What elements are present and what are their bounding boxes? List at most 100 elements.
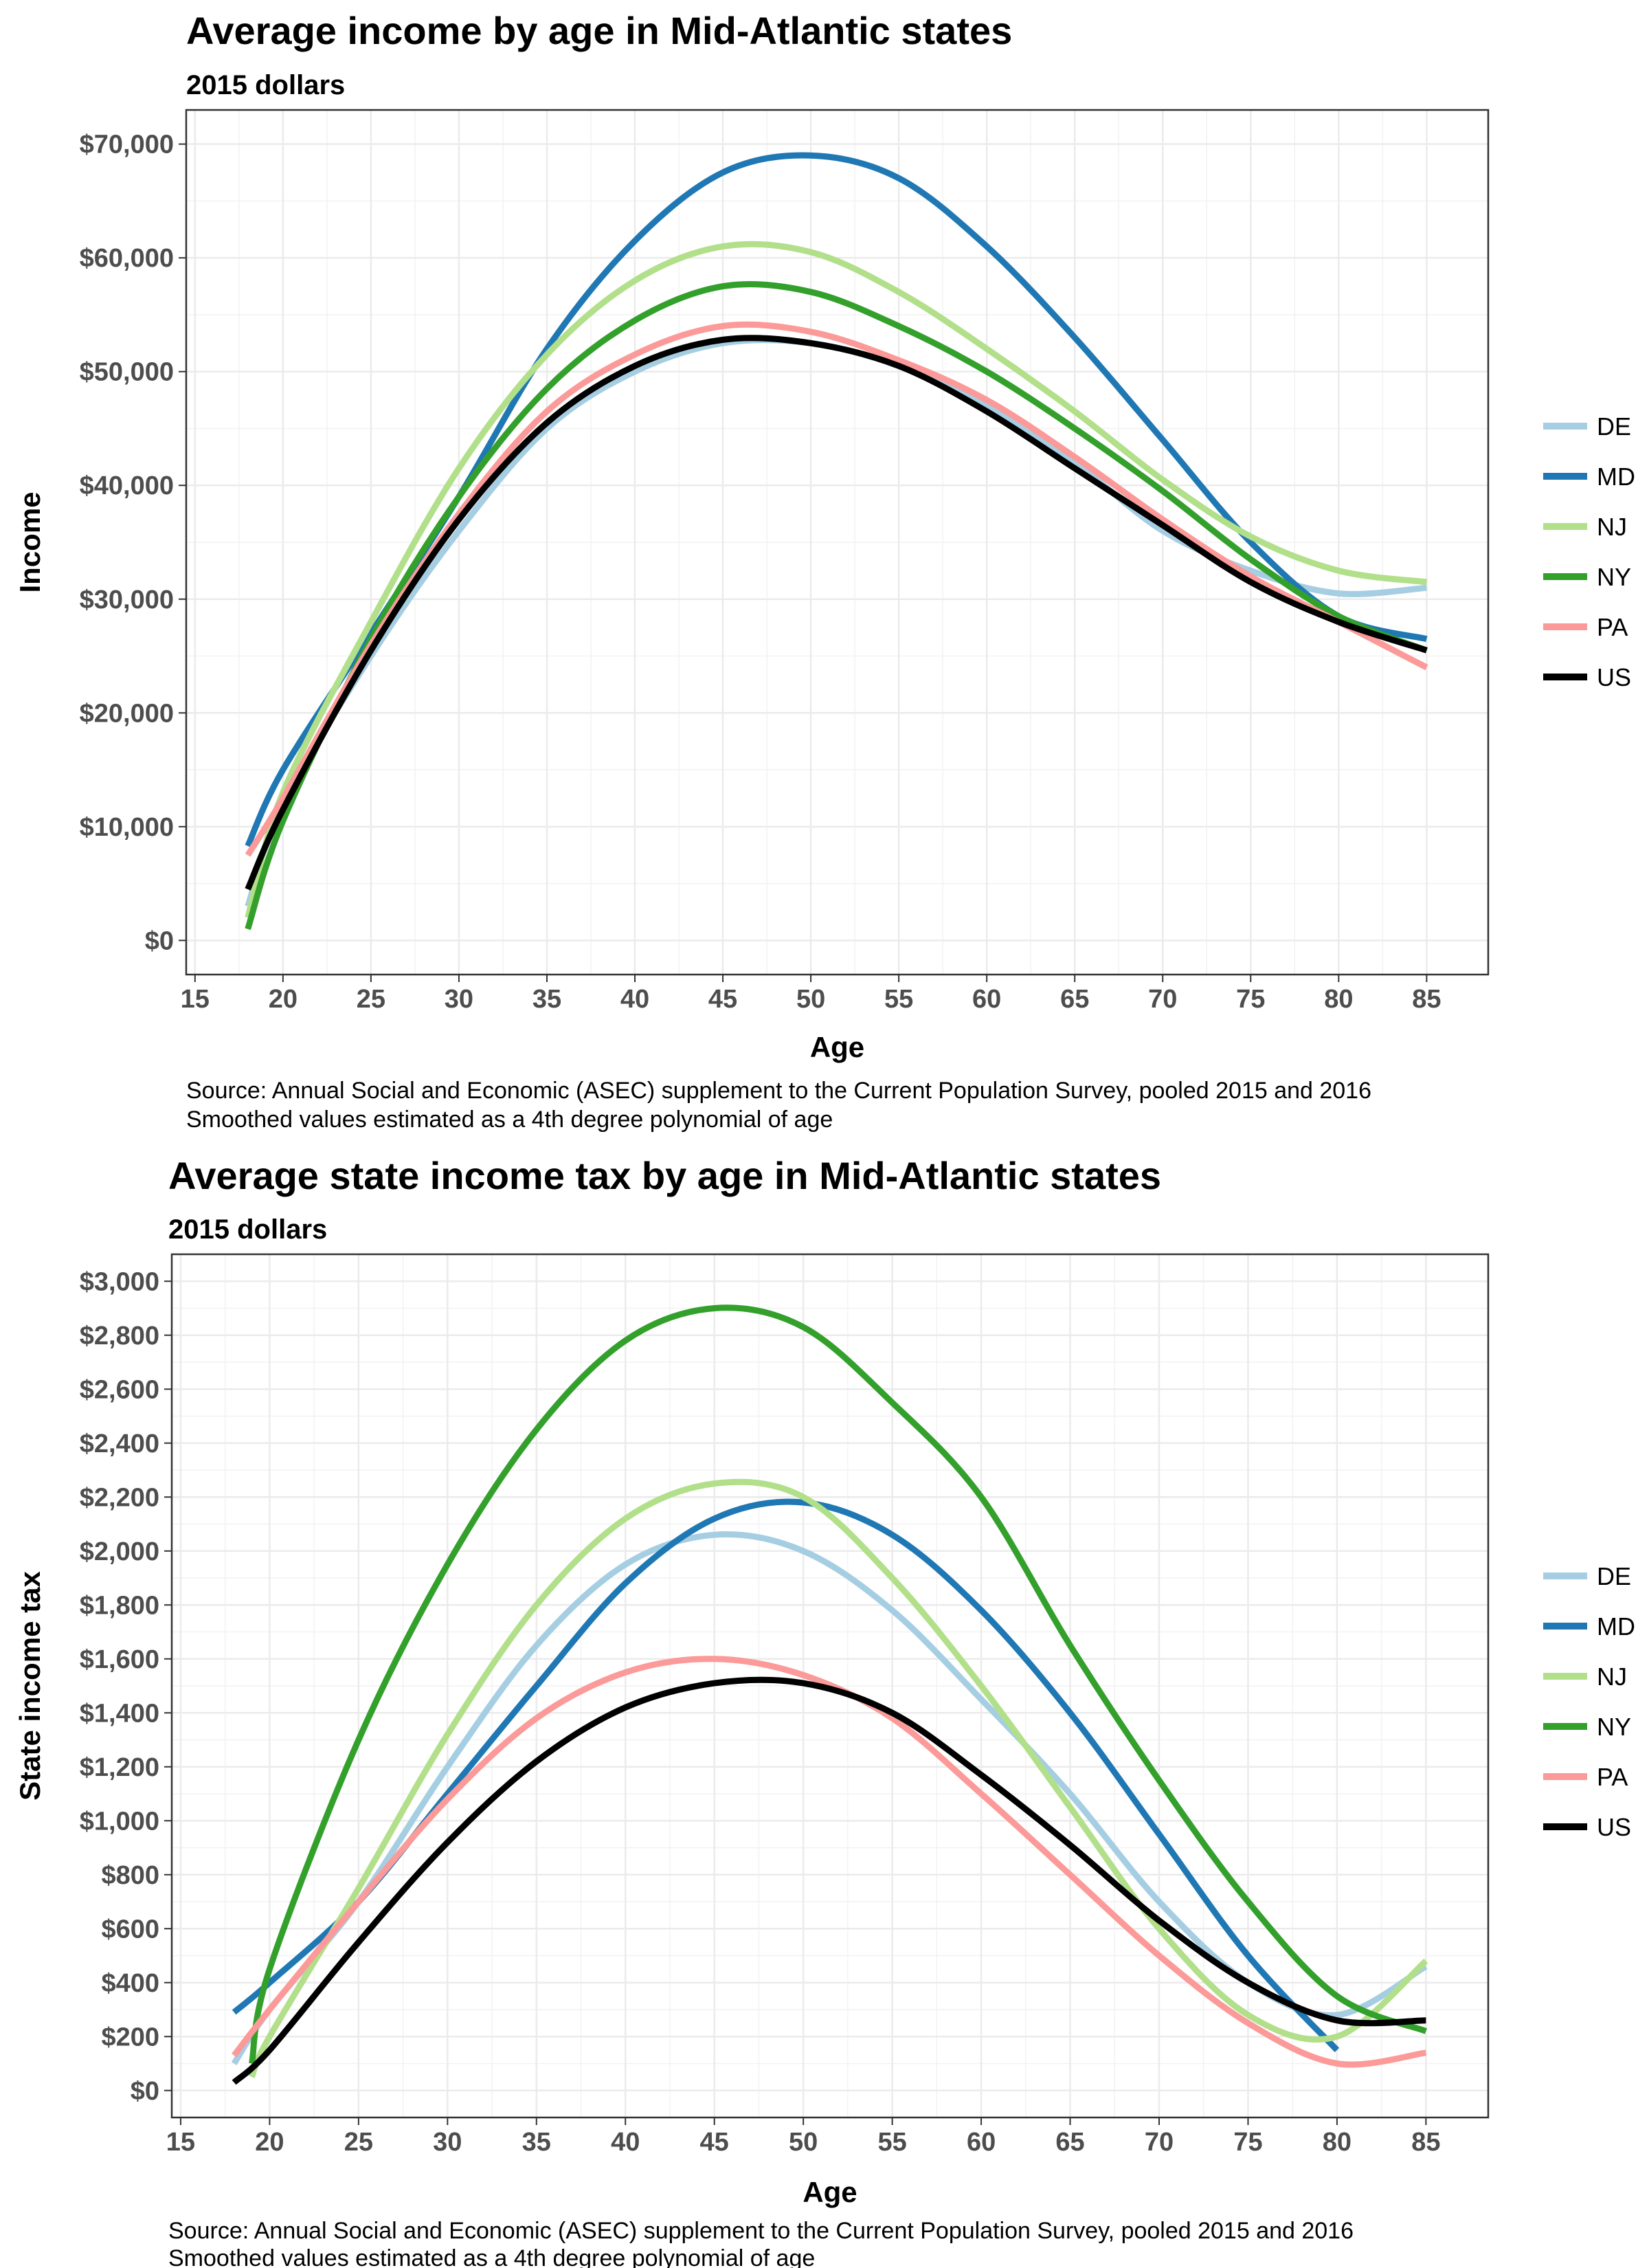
x-tick-label: 25 [344,2128,373,2157]
y-tick-label: $600 [101,1915,159,1944]
series-line-us [245,335,1428,891]
x-axis-title: Age [803,2176,857,2208]
x-tick-label: 30 [433,2128,462,2157]
legend-item-us: US [1543,1813,1631,1841]
x-tick-label: 70 [1148,985,1177,1014]
legend-label-de: DE [1597,1562,1631,1590]
x-tick-label: 45 [708,985,737,1014]
legend-label-de: DE [1597,412,1631,441]
series-line-pa [232,1656,1427,2068]
y-tick-label: $1,800 [80,1591,159,1620]
x-tick-label: 15 [166,2128,195,2157]
legend-item-ny: NY [1543,1713,1631,1741]
y-tick-label: $2,400 [80,1430,159,1458]
x-tick-label: 55 [877,2128,906,2157]
y-tick-label: $2,200 [80,1483,159,1512]
x-tick-label: 65 [1060,985,1089,1014]
y-tick-label: $1,200 [80,1753,159,1782]
y-tick-label: $60,000 [80,244,174,273]
y-tick-label: $10,000 [80,813,174,842]
legend-item-de: DE [1543,1562,1631,1590]
y-tick-label: $1,400 [80,1699,159,1728]
series-line-nj [245,241,1427,919]
series-lines [231,1304,1428,2085]
x-tick-label: 75 [1236,985,1265,1014]
y-tick-label: $70,000 [80,131,174,159]
y-tick-label: $0 [131,2077,159,2106]
legend-item-nj: NJ [1543,1663,1627,1691]
y-tick-label: $40,000 [80,471,174,500]
legend-label-pa: PA [1597,1763,1628,1791]
y-tick-label: $2,000 [80,1537,159,1566]
caption-source: Source: Annual Social and Economic (ASEC… [186,1078,1371,1104]
x-tick-label: 80 [1324,985,1353,1014]
caption-note: Smoothed values estimated as a 4th degre… [186,1107,833,1133]
x-tick-label: 20 [255,2128,284,2157]
legend-item-pa: PA [1543,613,1628,641]
y-tick-label: $0 [145,926,174,955]
x-tick-label: 85 [1411,2128,1440,2157]
x-tick-label: 15 [181,985,210,1014]
series-lines [245,152,1428,931]
caption-source: Source: Annual Social and Economic (ASEC… [168,2218,1354,2244]
x-tick-label: 80 [1323,2128,1351,2157]
panel-border [185,109,1490,976]
chart-subtitle: 2015 dollars [168,1214,327,1245]
legend-item-md: MD [1543,1612,1635,1641]
y-tick-label: $2,800 [80,1322,159,1350]
series-line-nj [249,1478,1428,2078]
legend-item-nj: NJ [1543,513,1627,541]
legend-label-ny: NY [1597,1713,1631,1741]
x-tick-label: 50 [789,2128,818,2157]
x-tick-label: 20 [269,985,298,1014]
series-line-us [232,1676,1426,2085]
chart-1: Average income by age in Mid-Atlantic st… [14,9,1635,1133]
x-tick-label: 75 [1233,2128,1262,2157]
legend: DE MD NJ NY PA US [1543,1562,1635,1841]
y-tick-label: $200 [101,2023,159,2052]
y-axis-title: State income tax [14,1570,46,1800]
legend-label-us: US [1597,1813,1631,1841]
legend-item-ny: NY [1543,563,1631,591]
series-line-de [231,1531,1428,2065]
x-tick-label: 40 [611,2128,640,2157]
y-tick-label: $2,600 [80,1375,159,1404]
x-tick-label: 40 [620,985,649,1014]
x-tick-label: 30 [445,985,473,1014]
chart-title: Average income by age in Mid-Atlantic st… [186,9,1012,52]
x-tick-label: 35 [522,2128,551,2157]
x-tick-label: 60 [972,985,1001,1014]
x-tick-label: 55 [884,985,913,1014]
y-tick-label: $1,000 [80,1807,159,1836]
legend-item-md: MD [1543,463,1635,491]
x-tick-label: 45 [700,2128,729,2157]
chart-title: Average state income tax by age in Mid-A… [168,1154,1161,1197]
chart-subtitle: 2015 dollars [186,70,345,100]
legend-label-ny: NY [1597,563,1631,591]
y-tick-label: $800 [101,1861,159,1890]
y-tick-label: $400 [101,1969,159,1998]
x-tick-label: 50 [796,985,825,1014]
chart-2: Average state income tax by age in Mid-A… [14,1154,1635,2268]
legend-label-us: US [1597,663,1631,691]
x-tick-label: 85 [1412,985,1441,1014]
legend-label-md: MD [1597,1612,1635,1641]
legend-label-nj: NJ [1597,513,1627,541]
x-tick-label: 25 [357,985,385,1014]
y-tick-label: $3,000 [80,1267,159,1296]
x-tick-label: 65 [1055,2128,1084,2157]
y-tick-label: $30,000 [80,586,174,614]
legend-item-us: US [1543,663,1631,691]
y-tick-label: $50,000 [80,358,174,387]
gridlines [186,110,1488,975]
x-tick-label: 70 [1145,2128,1174,2157]
legend-label-pa: PA [1597,613,1628,641]
legend-label-md: MD [1597,463,1635,491]
caption-note: Smoothed values estimated as a 4th degre… [168,2245,815,2268]
gridlines [172,1254,1488,2117]
panel-border [170,1253,1490,2119]
legend: DE MD NJ NY PA US [1543,412,1635,691]
legend-item-pa: PA [1543,1763,1628,1791]
